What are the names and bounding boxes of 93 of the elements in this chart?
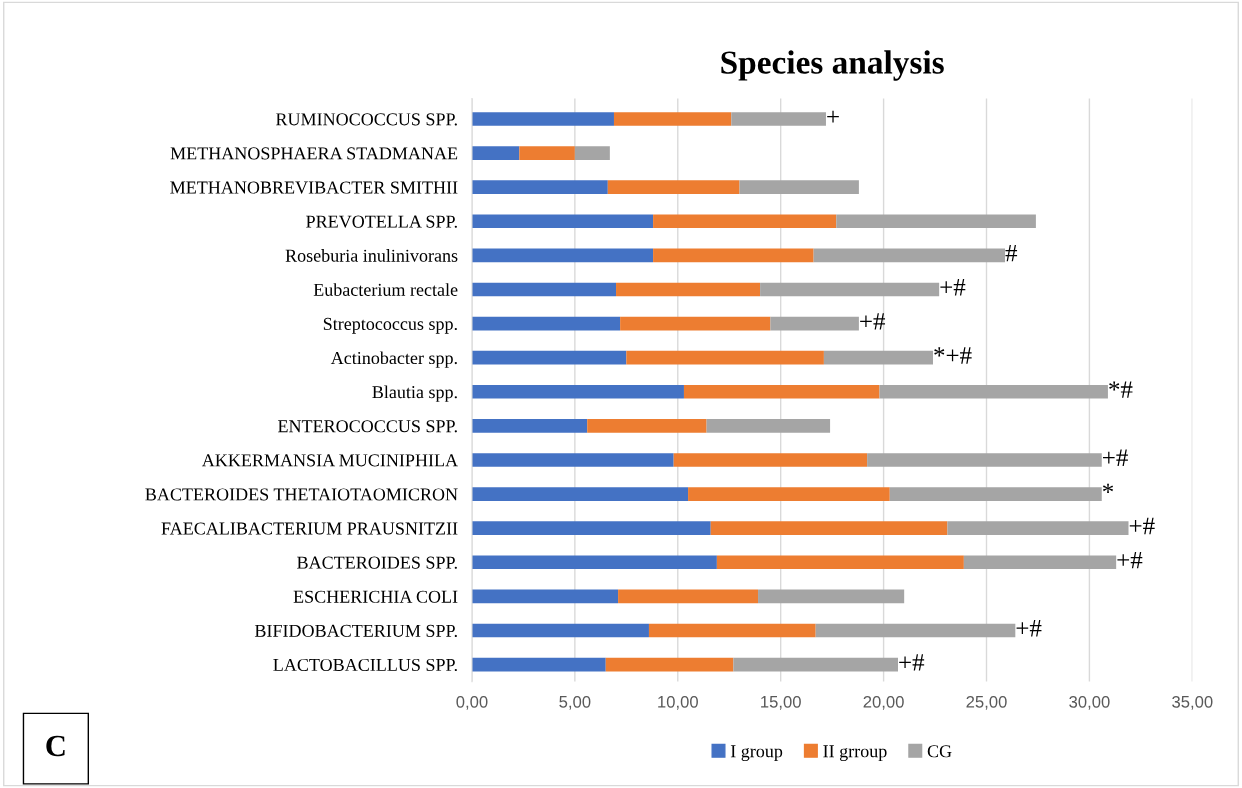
bar — [605, 657, 734, 672]
bar — [889, 487, 1102, 501]
bar — [731, 112, 826, 126]
annotation: # — [1005, 245, 1018, 262]
annotation: *# — [1109, 381, 1133, 398]
y-tick-label: Streptococcus spp. — [323, 317, 457, 334]
chart-title: Species analysis — [721, 50, 944, 81]
bar — [471, 146, 520, 160]
bar — [471, 521, 711, 535]
bar — [471, 384, 684, 399]
text: C — [46, 735, 65, 757]
bar — [626, 350, 824, 365]
bar — [683, 384, 880, 399]
y-tick-label: RUMINOCOCCUS SPP. — [275, 113, 457, 126]
x-tick-label: 35,00 — [1172, 695, 1213, 710]
bar — [471, 419, 588, 433]
bar — [739, 180, 859, 194]
annotation: * — [1102, 483, 1114, 493]
annotation: +# — [899, 654, 925, 671]
annotation: +# — [1103, 449, 1128, 466]
bar — [947, 521, 1129, 535]
bar — [653, 214, 837, 229]
y-tick-label: AKKERMANSIA MUCINIPHILA — [201, 454, 458, 467]
bar — [471, 350, 627, 365]
y-tick-label: LACTOBACILLUS SPP. — [273, 658, 457, 672]
bar — [710, 521, 948, 535]
bar — [673, 453, 868, 467]
y-tick-label: PREVOTELLA SPP. — [306, 215, 457, 228]
annotation: +# — [1117, 551, 1143, 569]
annotation: +# — [1129, 517, 1155, 535]
bar — [471, 316, 621, 331]
bar — [471, 555, 717, 570]
bar — [607, 180, 740, 194]
bar — [471, 589, 619, 604]
y-tick-label: ENTEROCOCCUS SPP. — [277, 420, 457, 433]
x-tick-label: 25,00 — [966, 695, 1007, 710]
x-tick-label: 5,00 — [559, 695, 591, 710]
y-tick-label: METHANOSPHAERA STADMANAE — [170, 147, 458, 160]
bar — [688, 487, 890, 501]
bar — [471, 453, 674, 467]
annotation: +# — [860, 313, 886, 330]
bar — [867, 453, 1102, 467]
bar — [770, 316, 859, 331]
bar — [758, 589, 905, 604]
bar — [574, 146, 610, 160]
annotation: *+# — [934, 347, 972, 364]
legend-label: II grroup — [823, 745, 887, 762]
bar — [471, 623, 649, 638]
x-tick-label: 30,00 — [1069, 695, 1110, 710]
bar — [471, 282, 617, 297]
bar — [471, 487, 689, 501]
bar — [836, 214, 1036, 229]
x-tick-label: 0,00 — [456, 695, 488, 710]
y-tick-label: BIFIDOBACTERIUM SPP. — [254, 624, 457, 637]
bar — [716, 555, 964, 570]
y-tick-label: Actinobacter spp. — [330, 351, 457, 368]
bar — [471, 214, 654, 229]
bar — [879, 384, 1108, 399]
x-tick-label: 10,00 — [658, 695, 698, 710]
bar — [813, 248, 1006, 263]
y-tick-label: METHANOBREVIBACTER SMITHII — [170, 181, 458, 194]
bar — [620, 316, 771, 331]
x-tick-label: 15,00 — [761, 695, 801, 710]
annotation: +# — [940, 279, 966, 296]
bar — [963, 555, 1117, 570]
bar — [613, 112, 732, 126]
bar — [815, 623, 1016, 638]
y-tick-label: BACTEROIDES THETAIOTAOMICRON — [145, 488, 458, 501]
y-tick-label: FAECALIBACTERIUM PRAUSNITZII — [161, 522, 458, 535]
bar — [471, 657, 606, 672]
annotation: +# — [1016, 620, 1042, 637]
bar — [471, 112, 614, 126]
bar — [733, 657, 898, 672]
x-tick-label: 20,00 — [863, 695, 904, 710]
y-tick-label: Blautia spp. — [372, 385, 457, 402]
bar — [471, 248, 654, 263]
y-tick-label: ESCHERICHIA COLI — [293, 590, 458, 603]
y-tick-label: Roseburia inulinivorans — [285, 249, 458, 262]
bar — [760, 282, 940, 297]
bar — [823, 350, 933, 365]
bar — [648, 623, 816, 638]
bar — [471, 180, 608, 194]
annotation: + — [827, 110, 839, 123]
y-tick-label: BACTEROIDES SPP. — [297, 556, 457, 569]
bar — [653, 248, 814, 263]
bar — [618, 589, 759, 604]
bar — [616, 282, 761, 297]
y-tick-label: Eubacterium rectale — [313, 283, 458, 296]
bar — [706, 419, 831, 433]
bar — [587, 419, 707, 433]
legend-label: I group — [730, 745, 783, 762]
legend-label: CG — [927, 745, 952, 758]
bar — [519, 146, 575, 160]
